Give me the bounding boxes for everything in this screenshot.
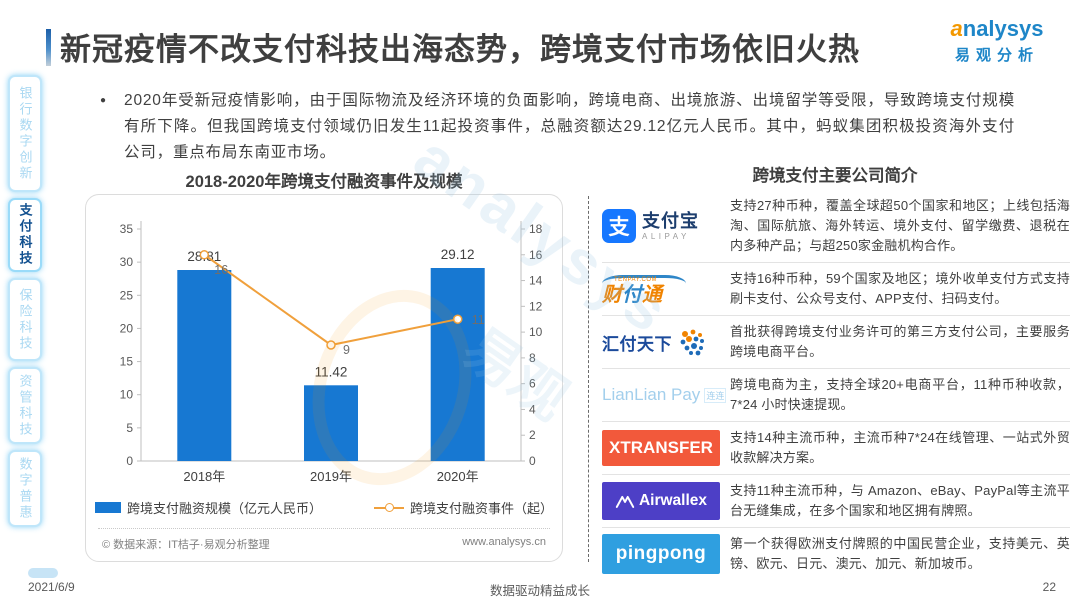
alipay-cn-label: 支付宝 — [642, 210, 699, 231]
company-row-tenpay: TENPAY.COM 财付通 支持16种币种，59个国家及地区；境外收单支付方式… — [602, 262, 1070, 315]
tenpay-logo: TENPAY.COM 财付通 — [602, 273, 730, 305]
sidebar-item-payment-tech[interactable]: 支付科技 — [8, 198, 42, 272]
footer-page-number: 22 — [1042, 580, 1056, 594]
chart-card: 0 5 10 15 20 25 30 35 0 2 4 6 8 10 12 14 16 18 2018年 2019年 2… — [85, 194, 563, 562]
company-row-xtransfer: XTRANSFER 支持14种主流币种，主流币种7*24在线管理、一站式外贸收款… — [602, 421, 1070, 474]
analysys-logotype: analysys — [950, 16, 1044, 41]
tenpay-url-label: TENPAY.COM — [614, 277, 658, 283]
svg-text:0: 0 — [529, 454, 536, 468]
svg-text:2020年: 2020年 — [437, 469, 479, 484]
summary-text: 2020年受新冠疫情影响，由于国际物流及经济环境的负面影响，跨境电商、出境旅游、… — [124, 92, 1015, 161]
huifu-label: 汇付天下 — [602, 334, 672, 354]
title-accent-bar — [46, 29, 51, 66]
company-desc-tenpay: 支持16种币种，59个国家及地区；境外收单支付方式支持刷卡支付、公众号支付、AP… — [730, 271, 1070, 306]
sidebar-item-insurance-tech[interactable]: 保险科技 — [8, 278, 42, 361]
airwallex-wave-icon — [615, 495, 635, 508]
svg-text:5: 5 — [126, 421, 133, 435]
tenpay-swoosh-icon — [602, 275, 686, 292]
svg-text:2018年: 2018年 — [183, 469, 225, 484]
data-source-label: © 数据来源：IT桔子·易观分析整理 — [102, 539, 270, 551]
alipay-icon: 支 — [602, 209, 636, 243]
legend-item-bar: 跨境支付融资规模（亿元人民币） — [94, 498, 322, 517]
chart-source-row: © 数据来源：IT桔子·易观分析整理 www.analysys.cn — [98, 528, 550, 561]
lianlian-label: LianLian Pay — [602, 385, 701, 404]
svg-text:18: 18 — [529, 222, 543, 236]
bullet-icon: ● — [100, 95, 107, 106]
svg-text:4: 4 — [529, 402, 536, 416]
legend-line-swatch-icon — [374, 503, 404, 512]
svg-text:30: 30 — [120, 255, 134, 269]
legend-bar-label: 跨境支付融资规模（亿元人民币） — [126, 501, 322, 516]
pingpong-label: pingpong — [602, 534, 720, 574]
svg-text:0: 0 — [126, 454, 133, 468]
lianlian-logo: LianLian Pay 连连 — [602, 385, 730, 405]
svg-text:25: 25 — [120, 288, 134, 302]
svg-text:6: 6 — [529, 377, 536, 391]
source-website: www.analysys.cn — [462, 536, 546, 548]
sidebar-item-bank-digital-innovation[interactable]: 银行数字创新 — [8, 75, 42, 192]
svg-text:8: 8 — [529, 351, 536, 365]
companies-title: 跨境支付主要公司简介 — [752, 167, 918, 185]
alipay-logo: 支 支付宝 ALIPAY — [602, 209, 730, 243]
chart-legend: 跨境支付融资规模（亿元人民币） 跨境支付融资事件（起） — [86, 498, 562, 517]
company-desc-xtransfer: 支持14种主流币种，主流币种7*24在线管理、一站式外贸收款解决方案。 — [730, 430, 1070, 465]
svg-text:10: 10 — [120, 388, 134, 402]
svg-text:29.12: 29.12 — [441, 247, 475, 262]
alipay-en-label: ALIPAY — [642, 231, 690, 241]
svg-text:35: 35 — [120, 222, 134, 236]
company-desc-huifu: 首批获得跨境支付业务许可的第三方支付公司，主要服务跨境电商平台。 — [730, 324, 1070, 359]
legend-bar-swatch-icon — [94, 502, 121, 513]
footer-slogan: 数据驱动精益成长 — [489, 584, 590, 598]
company-row-alipay: 支 支付宝 ALIPAY 支持27种币种，覆盖全球超50个国家和地区；上线包括海… — [602, 190, 1070, 262]
pingpong-logo: pingpong — [602, 534, 730, 574]
svg-text:9: 9 — [343, 343, 350, 357]
svg-text:15: 15 — [120, 355, 134, 369]
companies-list: 支 支付宝 ALIPAY 支持27种币种，覆盖全球超50个国家和地区；上线包括海… — [602, 190, 1070, 580]
analysys-logo: analysys 易观分析 — [932, 16, 1062, 65]
xtransfer-label: XTRANSFER — [602, 430, 720, 466]
legend-line-label: 跨境支付融资事件（起） — [410, 501, 554, 516]
svg-text:14: 14 — [529, 274, 543, 288]
footer-date: 2021/6/9 — [28, 580, 75, 594]
section-divider — [588, 196, 589, 562]
lianlian-cn-label: 连连 — [704, 387, 727, 403]
company-desc-alipay: 支持27种币种，覆盖全球超50个国家和地区；上线包括海淘、国际航旅、海外转运、境… — [730, 198, 1070, 253]
svg-text:10: 10 — [529, 325, 543, 339]
company-row-lianlian: LianLian Pay 连连 跨境电商为主，支持全球20+电商平台，11种币种… — [602, 368, 1070, 421]
summary-bullet: ● 2020年受新冠疫情影响，由于国际物流及经济环境的负面影响，跨境电商、出境旅… — [100, 88, 1015, 166]
svg-text:11: 11 — [472, 313, 485, 327]
svg-text:16: 16 — [529, 248, 543, 262]
company-desc-pingpong: 第一个获得欧洲支付牌照的中国民营企业，支持美元、英镑、欧元、日元、澳元、加元、新… — [730, 536, 1070, 571]
svg-text:12: 12 — [529, 299, 543, 313]
company-row-airwallex: Airwallex 支持11种主流币种，与 Amazon、eBay、PayPal… — [602, 474, 1070, 527]
svg-text:2019年: 2019年 — [310, 469, 352, 484]
company-row-huifu: 汇付天下 首批获得跨境支付业务许可的第三方支付公司，主要服务跨境电商平台。 — [602, 315, 1070, 368]
funding-bar-line-chart: 0 5 10 15 20 25 30 35 0 2 4 6 8 10 12 14 16 18 2018年 2019年 2… — [120, 221, 543, 484]
company-desc-airwallex: 支持11种主流币种，与 Amazon、eBay、PayPal等主流平台无缝集成，… — [730, 483, 1070, 518]
page-title: 新冠疫情不改支付科技出海态势，跨境支付市场依旧火热 — [60, 32, 860, 67]
company-row-pingpong: pingpong 第一个获得欧洲支付牌照的中国民营企业，支持美元、英镑、欧元、日… — [602, 527, 1070, 580]
huifu-dots-icon — [680, 329, 704, 356]
corner-decoration — [28, 568, 58, 578]
svg-text:16: 16 — [214, 263, 228, 277]
sidebar-item-digital-inclusion[interactable]: 数字普惠 — [8, 450, 42, 527]
legend-item-line: 跨境支付融资事件（起） — [374, 498, 553, 517]
svg-text:20: 20 — [120, 321, 134, 335]
huifu-logo: 汇付天下 — [602, 328, 730, 356]
sidebar-item-asset-mgmt-tech[interactable]: 资管科技 — [8, 367, 42, 444]
airwallex-logo: Airwallex — [602, 482, 730, 520]
xtransfer-logo: XTRANSFER — [602, 430, 730, 466]
svg-text:11.42: 11.42 — [315, 364, 348, 379]
analysys-cn-label: 易观分析 — [954, 47, 1039, 64]
chart-title: 2018-2020年跨境支付融资事件及规模 — [185, 173, 463, 191]
company-desc-lianlian: 跨境电商为主，支持全球20+电商平台，11种币种收款，7*24 小时快速提现。 — [730, 377, 1070, 412]
svg-text:2: 2 — [529, 428, 536, 442]
airwallex-label: Airwallex — [638, 492, 708, 509]
